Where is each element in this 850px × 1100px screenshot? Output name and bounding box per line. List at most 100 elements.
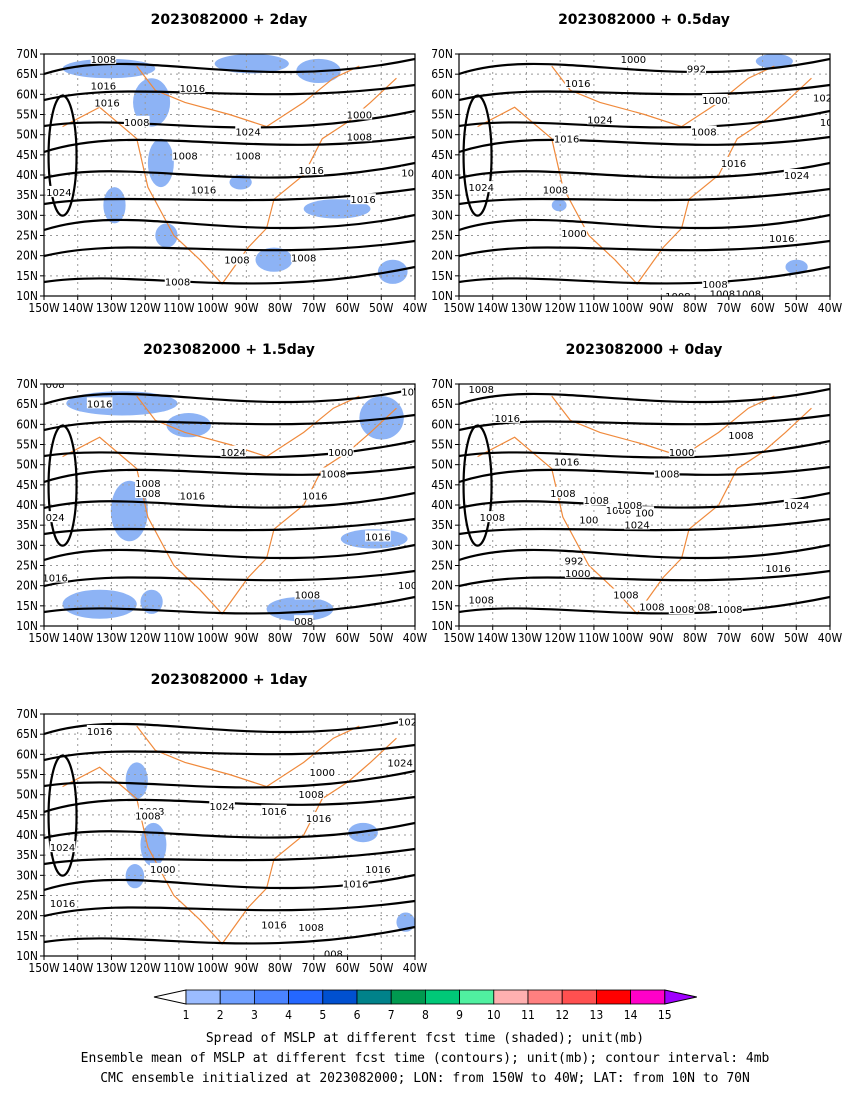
- contour-label: 1024: [220, 448, 245, 459]
- x-tick-label: 80W: [268, 301, 293, 315]
- colorbar-label: 8: [422, 1008, 429, 1022]
- panel-title: 2023082000 + 2day: [151, 12, 308, 28]
- y-tick-label: 10N: [16, 619, 38, 633]
- y-tick-label: 45N: [16, 148, 38, 162]
- contour-label: 008: [324, 950, 343, 961]
- y-tick-label: 10N: [16, 949, 38, 963]
- panel-title: 2023082000 + 1day: [151, 672, 308, 688]
- colorbar-label: 15: [658, 1008, 672, 1022]
- x-tick-label: 40W: [403, 631, 428, 645]
- contour-label-bg: [261, 918, 287, 930]
- y-tick-label: 45N: [431, 148, 453, 162]
- contour-label: 1000: [347, 111, 372, 122]
- coastline: [62, 737, 397, 945]
- caption-line-3: CMC ensemble initialized at 2023082000; …: [100, 1071, 750, 1086]
- y-tick-label: 30N: [431, 538, 453, 552]
- coastline: [477, 407, 812, 615]
- y-tick-label: 25N: [16, 559, 38, 573]
- contour-label: 1008: [124, 118, 149, 129]
- caption-line-1: Spread of MSLP at different fcst time (s…: [205, 1031, 645, 1046]
- contour-label-bg: [720, 156, 747, 168]
- x-tick-label: 130W: [96, 961, 128, 975]
- contour-label: 1024: [235, 127, 260, 138]
- panel-plot-area: 1000992101610001024100810161016102410081…: [459, 54, 832, 301]
- contour-label-bg: [620, 54, 647, 64]
- panel-4: 2023082000 + 1day 1016 102 1024 1000 1008 1008…: [16, 672, 427, 975]
- contour-label-bg: [702, 93, 728, 105]
- spread-shade: [229, 175, 252, 190]
- isobar: [44, 135, 415, 154]
- colorbar-over-arrow: [664, 989, 697, 1005]
- x-tick-label: 80W: [268, 631, 293, 645]
- contour-label: 1024: [784, 171, 809, 182]
- y-tick-label: 50N: [16, 458, 38, 472]
- y-tick-label: 20N: [16, 249, 38, 263]
- colorbar-swatch: [185, 989, 221, 1005]
- contour-label: 1016: [87, 399, 112, 410]
- x-tick-label: 150W: [28, 301, 60, 315]
- colorbar-label: 14: [624, 1008, 638, 1022]
- x-tick-label: 100W: [197, 631, 229, 645]
- contour-label: 1016: [302, 491, 327, 502]
- contour-label-bg: [44, 571, 68, 583]
- colorbar-under-arrow: [153, 989, 187, 1005]
- colorbar-swatch: [356, 989, 392, 1005]
- contour-label: 1016: [554, 135, 579, 146]
- contour-label: 024: [46, 513, 65, 524]
- y-tick-label: 30N: [431, 208, 453, 222]
- contour-label: 1016: [42, 574, 67, 585]
- isobar: [459, 57, 830, 76]
- contour-label-bg: [468, 384, 495, 394]
- x-tick-label: 130W: [96, 631, 128, 645]
- caption-line-2: Ensemble mean of MSLP at different fcst …: [80, 1051, 770, 1066]
- contour-label-bg: [468, 181, 495, 193]
- contour-label-bg: [494, 411, 521, 423]
- contour-label-bg: [553, 132, 580, 144]
- contour-label: 1008: [295, 591, 320, 602]
- spread-shade: [266, 596, 334, 622]
- isobar: [44, 57, 415, 76]
- isobar: [44, 213, 415, 232]
- contour-label-bg: [401, 166, 414, 178]
- contour-label-bg: [305, 812, 332, 824]
- contour-label: 1016: [554, 457, 579, 468]
- y-tick-label: 60N: [16, 87, 38, 101]
- contour-label: 102: [813, 94, 832, 105]
- colorbar-label: 5: [319, 1008, 326, 1022]
- contour-label-bg: [346, 130, 373, 142]
- contour-label-bg: [190, 183, 217, 195]
- x-tick-label: 90W: [234, 631, 259, 645]
- contour-label: 1000: [328, 448, 353, 459]
- contour-label: 1008: [543, 186, 568, 197]
- spread-shade: [155, 223, 178, 248]
- contour-label-bg: [479, 511, 506, 523]
- isobar: [44, 595, 415, 615]
- x-tick-label: 80W: [268, 961, 293, 975]
- contour-label: 1016: [565, 79, 590, 90]
- x-tick-label: 150W: [443, 301, 475, 315]
- y-tick-label: 70N: [431, 47, 453, 61]
- y-tick-label: 60N: [431, 87, 453, 101]
- contour-label-bg: [365, 862, 391, 874]
- colorbar-swatch: [596, 989, 632, 1005]
- contour-label: 1016: [261, 921, 286, 932]
- y-tick-label: 35N: [16, 188, 38, 202]
- contour-label-bg: [397, 715, 415, 727]
- x-tick-label: 80W: [683, 631, 708, 645]
- contour-label: 1016: [343, 879, 368, 890]
- spread-shade: [166, 413, 211, 438]
- contour-label-bg: [86, 397, 113, 409]
- contour-label: 1008: [235, 152, 260, 163]
- contour-label: 1008: [710, 290, 735, 301]
- isobar: [44, 517, 415, 536]
- contour-label-bg: [135, 477, 161, 489]
- x-tick-label: 110W: [163, 631, 195, 645]
- contour-label-bg: [135, 486, 161, 498]
- isobar: [459, 213, 830, 232]
- colorbar-label: 10: [487, 1008, 501, 1022]
- contour-label-bg: [665, 290, 691, 296]
- contour-label-bg: [209, 799, 235, 811]
- contour-label: 1008: [224, 256, 249, 267]
- y-tick-label: 65N: [16, 397, 38, 411]
